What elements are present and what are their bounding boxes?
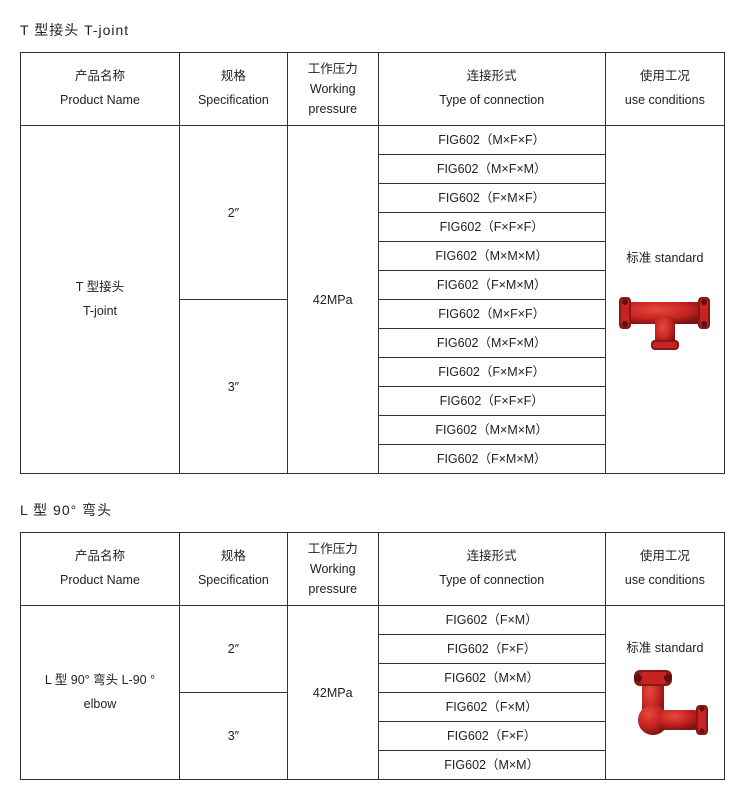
header-conditions-zh: 使用工况 <box>608 545 722 569</box>
header-connection-en: Type of connection <box>381 569 603 593</box>
header-product-name-en: Product Name <box>23 569 177 593</box>
cell-product-en: T-joint <box>23 300 177 324</box>
cell-product-zh: L 型 90° 弯头 L-90 ° <box>23 669 177 693</box>
cell-connection: FIG602（F×F×F） <box>378 387 605 416</box>
cell-connection: FIG602（F×M×F） <box>378 184 605 213</box>
cell-connection: FIG602（F×M×F） <box>378 358 605 387</box>
header-pressure: 工作压力 Working pressure <box>287 533 378 606</box>
header-connection-en: Type of connection <box>381 89 603 113</box>
header-pressure: 工作压力 Working pressure <box>287 53 378 126</box>
header-pressure-zh: 工作压力 <box>290 59 376 79</box>
cell-connection: FIG602（F×F×F） <box>378 213 605 242</box>
header-product-name-zh: 产品名称 <box>23 65 177 89</box>
cell-spec-3in: 3″ <box>179 300 287 474</box>
cell-product-en: elbow <box>23 693 177 717</box>
section-title-elbow: L 型 90° 弯头 <box>20 500 725 520</box>
cell-product: T 型接头 T-joint <box>21 126 180 474</box>
section-title-tjoint: T 型接头 T-joint <box>20 20 725 40</box>
cell-connection: FIG602（M×M） <box>378 751 605 780</box>
cell-conditions-label: 标准 standard <box>612 638 718 658</box>
cell-product-zh: T 型接头 <box>23 276 177 300</box>
cell-conditions: 标准 standard <box>605 606 724 780</box>
cell-connection: FIG602（M×F×F） <box>378 126 605 155</box>
cell-spec-3in: 3″ <box>179 693 287 780</box>
cell-connection: FIG602（M×F×M） <box>378 155 605 184</box>
header-conditions: 使用工况 use conditions <box>605 53 724 126</box>
cell-spec-2in: 2″ <box>179 126 287 300</box>
cell-spec-2in: 2″ <box>179 606 287 693</box>
cell-conditions: 标准 standard <box>605 126 724 474</box>
header-spec-zh: 规格 <box>182 65 285 89</box>
header-pressure-en1: Working <box>290 559 376 579</box>
cell-connection: FIG602（M×F×F） <box>378 300 605 329</box>
header-conditions-en: use conditions <box>608 569 722 593</box>
header-connection-zh: 连接形式 <box>381 545 603 569</box>
header-conditions-en: use conditions <box>608 89 722 113</box>
header-pressure-en1: Working <box>290 79 376 99</box>
header-pressure-zh: 工作压力 <box>290 539 376 559</box>
table-tjoint: 产品名称 Product Name 规格 Specification 工作压力 … <box>20 52 725 474</box>
cell-product: L 型 90° 弯头 L-90 ° elbow <box>21 606 180 780</box>
cell-connection: FIG602（M×F×M） <box>378 329 605 358</box>
header-connection: 连接形式 Type of connection <box>378 533 605 606</box>
cell-connection: FIG602（M×M） <box>378 664 605 693</box>
header-connection: 连接形式 Type of connection <box>378 53 605 126</box>
header-conditions-zh: 使用工况 <box>608 65 722 89</box>
cell-connection: FIG602（M×M×M） <box>378 242 605 271</box>
cell-connection: FIG602（M×M×M） <box>378 416 605 445</box>
elbow-icon <box>620 662 710 747</box>
header-spec: 规格 Specification <box>179 533 287 606</box>
table-elbow: 产品名称 Product Name 规格 Specification 工作压力 … <box>20 532 725 780</box>
header-product-name-zh: 产品名称 <box>23 545 177 569</box>
cell-connection: FIG602（F×M×M） <box>378 445 605 474</box>
cell-pressure: 42MPa <box>287 606 378 780</box>
tjoint-icon <box>617 272 712 352</box>
header-spec: 规格 Specification <box>179 53 287 126</box>
cell-connection: FIG602（F×M） <box>378 693 605 722</box>
header-product-name: 产品名称 Product Name <box>21 533 180 606</box>
cell-connection: FIG602（F×F） <box>378 722 605 751</box>
cell-connection: FIG602（F×M×M） <box>378 271 605 300</box>
cell-connection: FIG602（F×F） <box>378 635 605 664</box>
header-spec-en: Specification <box>182 569 285 593</box>
header-spec-zh: 规格 <box>182 545 285 569</box>
cell-pressure: 42MPa <box>287 126 378 474</box>
header-connection-zh: 连接形式 <box>381 65 603 89</box>
header-pressure-en2: pressure <box>290 579 376 599</box>
header-product-name: 产品名称 Product Name <box>21 53 180 126</box>
cell-conditions-label: 标准 standard <box>612 248 718 268</box>
header-conditions: 使用工况 use conditions <box>605 533 724 606</box>
header-product-name-en: Product Name <box>23 89 177 113</box>
cell-connection: FIG602（F×M） <box>378 606 605 635</box>
header-pressure-en2: pressure <box>290 99 376 119</box>
header-spec-en: Specification <box>182 89 285 113</box>
